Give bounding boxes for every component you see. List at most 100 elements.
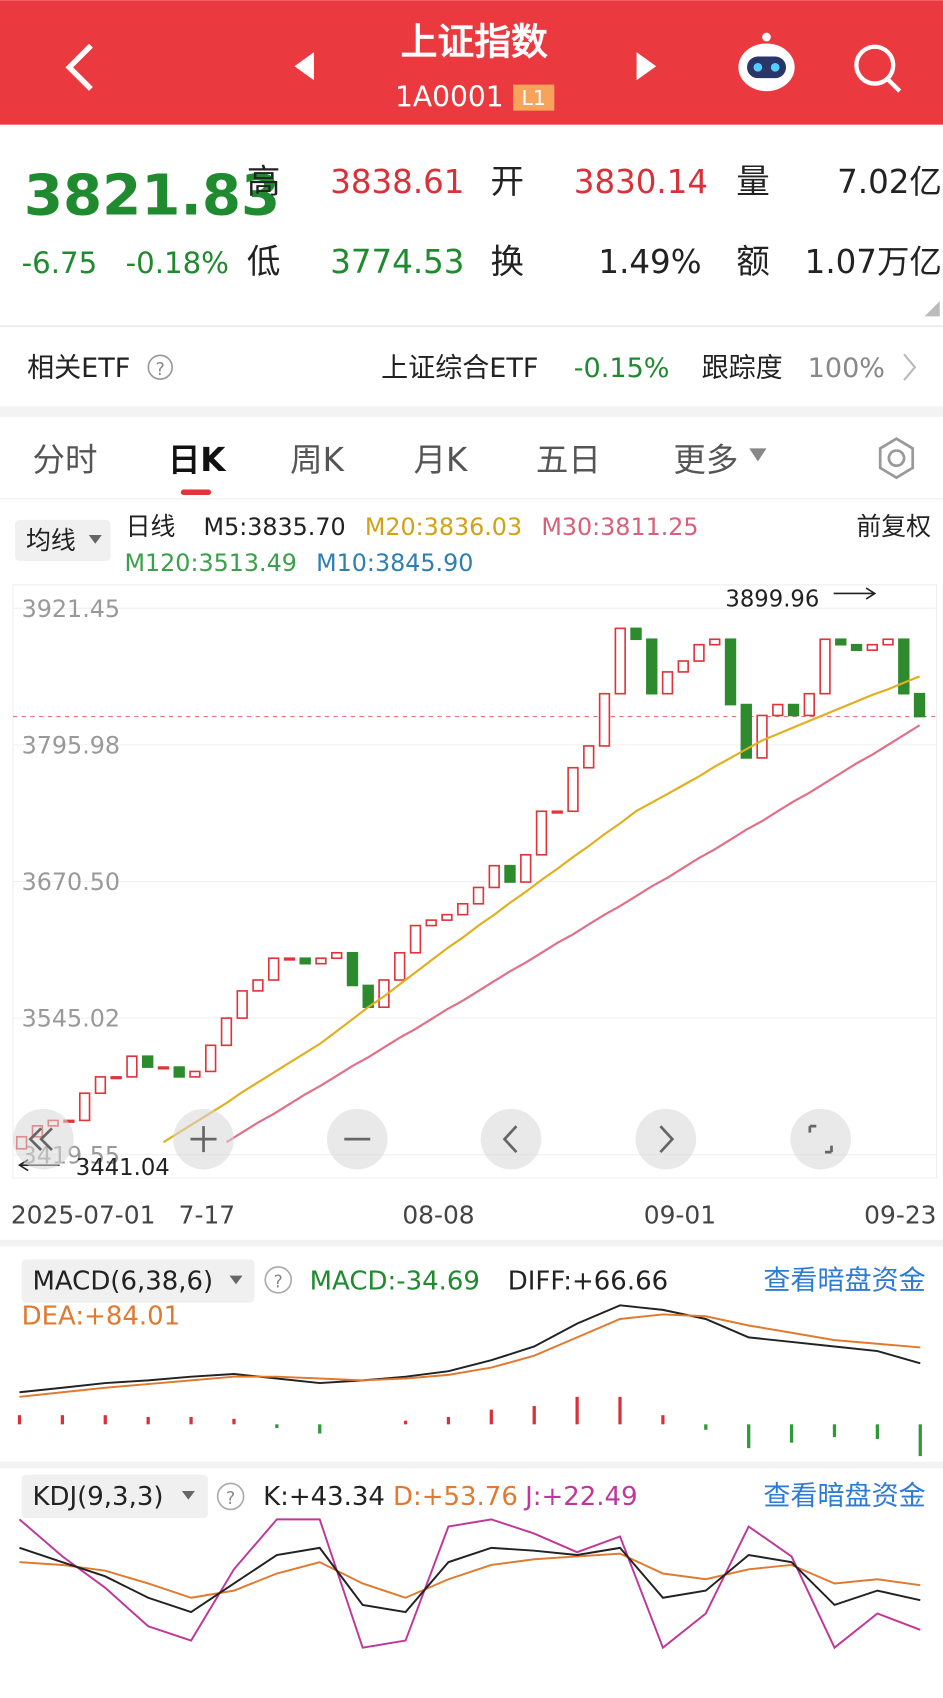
settings-icon[interactable] [878, 437, 915, 480]
candle [346, 951, 359, 987]
dropdown-arrow [229, 1275, 243, 1285]
kdj-title: KDJ(9,3,3) [32, 1482, 163, 1512]
zoom-button[interactable] [12, 1108, 74, 1170]
ma-button[interactable] [15, 519, 111, 562]
prev-button[interactable] [294, 52, 314, 81]
help-icon[interactable] [216, 1482, 245, 1511]
ma30: M30:3811.25 [541, 513, 698, 541]
candle [551, 810, 563, 814]
field-value: 1.07万亿 [805, 243, 942, 281]
robot-icon[interactable] [738, 32, 795, 92]
candle [693, 643, 705, 662]
macd-bar [747, 1424, 751, 1449]
y-tick-label: 3545.02 [22, 1005, 120, 1033]
badge-bg [513, 84, 555, 111]
candle [614, 627, 626, 695]
candle [787, 703, 800, 717]
price-plot [12, 627, 937, 1150]
candle [394, 951, 406, 981]
macd-value: MACD:-34.69 [310, 1267, 480, 1297]
field-value: 3838.61 [330, 163, 464, 201]
candle [677, 660, 689, 673]
help-icon [147, 354, 173, 380]
candle [630, 627, 642, 641]
macd-bar [103, 1415, 107, 1425]
ma20-line [162, 675, 921, 1144]
field-value: 3830.14 [574, 163, 708, 201]
candle [535, 810, 548, 856]
button-icon [190, 1126, 217, 1153]
track-label: 跟踪度 [702, 353, 783, 384]
tab[interactable]: 月K [414, 441, 468, 479]
y-tick-label: 3921.45 [22, 595, 120, 623]
macd-bar [532, 1406, 536, 1425]
zoom-button[interactable] [480, 1108, 542, 1170]
candle [268, 957, 280, 981]
d-value: D:+53.76 [393, 1482, 518, 1512]
candle [220, 1017, 233, 1047]
field-label: 开 [490, 162, 524, 201]
candle [173, 1066, 185, 1078]
macd-bar [189, 1417, 193, 1425]
candle [299, 957, 311, 965]
ma5: M5:3835.70 [204, 513, 346, 541]
ma30-line [225, 724, 921, 1144]
diff-value: DIFF:+66.66 [508, 1267, 668, 1297]
candle [315, 957, 327, 965]
y-tick-label: 3795.98 [22, 732, 120, 760]
ma-button-label: 均线 [26, 526, 76, 555]
tab[interactable]: 分时 [32, 441, 97, 479]
ma10: M10:3845.90 [316, 549, 473, 577]
zoom-button[interactable] [635, 1108, 697, 1170]
macd-bar [489, 1409, 493, 1425]
macd-bar [17, 1415, 22, 1425]
macd-bar [232, 1418, 236, 1425]
candle [252, 979, 264, 992]
candle [504, 864, 516, 883]
macd-bar [704, 1424, 708, 1430]
candle [866, 643, 878, 651]
candle [110, 1076, 122, 1080]
chevron [903, 353, 917, 381]
candle [488, 864, 500, 889]
candle [441, 913, 453, 921]
etf-row[interactable]: 相关ETF ? 上证综合ETF -0.15% 跟踪度 100% [27, 353, 917, 384]
macd-bar [789, 1424, 794, 1443]
candle [283, 957, 296, 961]
adjust[interactable]: 前复权 [856, 512, 931, 541]
candle [882, 638, 894, 646]
ma120: M120:3513.49 [125, 549, 297, 577]
next-button[interactable] [636, 52, 657, 81]
back-button[interactable] [65, 43, 93, 91]
candle [850, 643, 863, 651]
candle [457, 902, 469, 916]
field-label: 高 [247, 162, 281, 201]
field-label: 量 [736, 162, 770, 201]
dark-pool-link[interactable]: 查看暗盘资金 [763, 1481, 925, 1512]
candle [598, 692, 611, 747]
macd-title: MACD(6,38,6) [32, 1267, 213, 1297]
badge: L1 [521, 86, 546, 110]
help-icon[interactable] [264, 1266, 293, 1294]
zoom-button[interactable] [790, 1108, 851, 1170]
tab[interactable]: 五日 [536, 441, 601, 479]
macd-bar [318, 1424, 322, 1434]
macd-bar [146, 1417, 150, 1425]
tab[interactable]: 更多 [673, 441, 738, 479]
field-label: 换 [490, 242, 524, 281]
macd-button[interactable] [21, 1259, 255, 1303]
kdj-button[interactable] [21, 1474, 208, 1519]
button-icon [659, 1125, 675, 1154]
dark-pool-link[interactable]: 查看暗盘资金 [763, 1266, 925, 1297]
candle [898, 638, 910, 695]
tab[interactable]: 日K [168, 441, 227, 479]
dea-value: DEA:+84.01 [22, 1301, 181, 1331]
candle [567, 766, 579, 813]
search-icon[interactable] [854, 44, 902, 93]
candle [740, 703, 752, 759]
candle [709, 638, 721, 646]
y-tick-label: 3670.50 [22, 868, 120, 896]
tab[interactable]: 周K [290, 441, 344, 479]
field-value: 7.02亿 [837, 163, 942, 201]
